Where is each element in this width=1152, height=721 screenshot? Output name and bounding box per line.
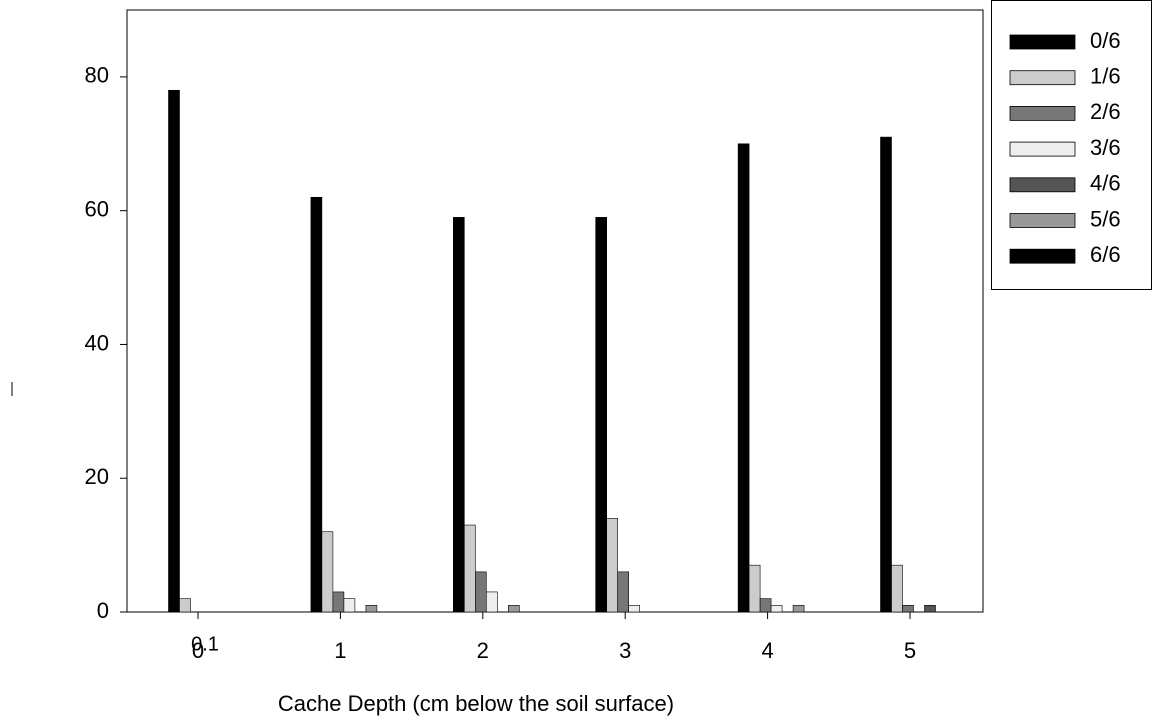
bar [606, 518, 619, 613]
y-tick-label: 60 [85, 196, 109, 221]
bar [595, 217, 608, 613]
bar [924, 605, 936, 613]
bar [179, 598, 191, 613]
x-tick-label: 0 [192, 638, 204, 663]
bar [880, 136, 892, 613]
x-tick-label: 4 [761, 638, 773, 663]
bar [748, 564, 761, 613]
legend-swatch [1009, 213, 1076, 228]
legend-swatch [1009, 70, 1076, 86]
legend-label: 6/6 [1090, 242, 1121, 267]
bar [365, 605, 378, 613]
plot-frame [126, 9, 984, 613]
bar [310, 196, 323, 613]
legend-label: 2/6 [1090, 99, 1121, 124]
bar [485, 591, 498, 613]
bar [463, 524, 476, 613]
y-tick-label: 20 [85, 464, 109, 489]
bar [617, 571, 630, 613]
legend-swatch [1009, 34, 1076, 50]
legend-label: 0/6 [1090, 28, 1121, 53]
annotation: 0.1 [191, 633, 219, 655]
bar [628, 605, 641, 613]
x-axis-label: Cache Depth (cm below the soil surface) [278, 691, 674, 716]
bar [321, 531, 334, 613]
bar [770, 605, 783, 613]
bar [332, 591, 345, 613]
legend-label: 1/6 [1090, 64, 1121, 89]
y-tick-label: 80 [85, 63, 109, 88]
bar [168, 89, 180, 613]
bar [902, 605, 914, 613]
x-tick-label: 1 [334, 638, 346, 663]
bar [891, 564, 903, 613]
legend-swatch [1009, 141, 1076, 157]
legend-label: 3/6 [1090, 135, 1121, 160]
x-tick-label: 5 [904, 638, 916, 663]
legend-swatch [1009, 177, 1076, 193]
legend-label: 5/6 [1090, 206, 1121, 231]
bar [474, 571, 487, 613]
legend-swatch [1009, 248, 1076, 264]
bar [452, 217, 465, 613]
x-tick-label: 2 [477, 638, 489, 663]
bar [343, 598, 356, 613]
y-tick-label: 40 [85, 330, 109, 355]
bar [759, 598, 772, 613]
bar [792, 605, 805, 613]
legend-swatch [1009, 106, 1076, 121]
y-tick-label: 0 [97, 598, 109, 623]
legend-label: 4/6 [1090, 171, 1121, 196]
bar [737, 143, 750, 613]
bar [507, 605, 520, 613]
x-tick-label: 3 [619, 638, 631, 663]
